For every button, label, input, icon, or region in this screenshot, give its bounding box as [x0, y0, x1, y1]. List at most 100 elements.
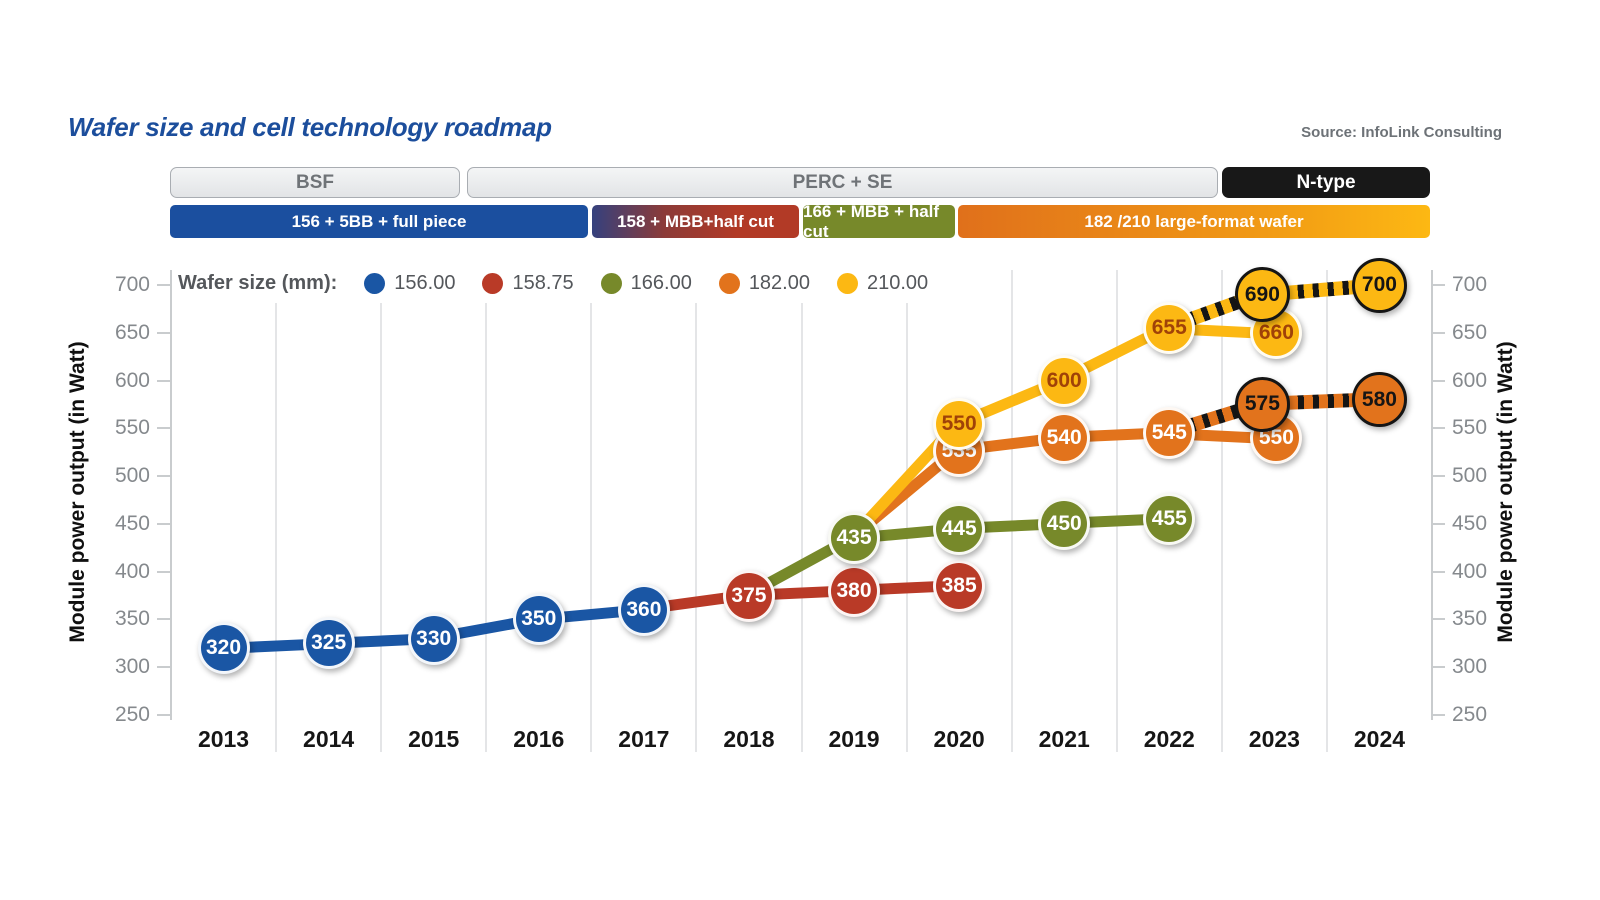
gridline — [485, 270, 488, 752]
x-axis-year-label: 2021 — [1038, 726, 1090, 752]
x-axis-year-label: 2023 — [1248, 726, 1300, 752]
y-tick-label-left: 500 — [114, 464, 150, 488]
legend-item-label: 182.00 — [748, 271, 810, 294]
x-axis-year-label: 2016 — [513, 726, 565, 752]
data-point-158.75-2019: 380 — [828, 564, 881, 617]
legend-title: Wafer size (mm): — [178, 271, 338, 294]
legend-color-dot-icon — [364, 272, 386, 294]
y-tick-left — [157, 570, 170, 573]
y-tick-label-right: 450 — [1452, 511, 1488, 535]
x-axis-year-label: 2020 — [933, 726, 985, 752]
x-axis-year-label: 2015 — [408, 726, 460, 752]
y-tick-label-left: 600 — [114, 368, 150, 392]
y-tick-right — [1432, 522, 1445, 525]
y-tick-label-right: 500 — [1452, 464, 1488, 488]
x-axis-year-label: 2013 — [197, 726, 250, 752]
y-tick-label-right: 250 — [1452, 703, 1488, 726]
legend-color-dot-icon — [718, 272, 740, 294]
data-point-210.00-2020: 550 — [933, 398, 986, 451]
gridline — [1220, 270, 1223, 752]
data-point-156.00-2013: 320 — [197, 622, 250, 675]
y-axis-line-right — [1431, 270, 1433, 720]
era-bar-perc-se: PERC + SE — [467, 167, 1218, 198]
y-tick-label-left: 300 — [114, 655, 150, 679]
x-axis-year-label: 2018 — [723, 726, 775, 752]
y-axis-line-left — [170, 270, 172, 720]
y-tick-right — [1432, 427, 1445, 430]
y-tick-left — [157, 379, 170, 382]
gridline — [590, 270, 593, 752]
gridline — [905, 270, 908, 752]
y-tick-left — [157, 475, 170, 478]
x-axis-year-label: 2014 — [303, 726, 355, 752]
y-tick-left — [157, 284, 170, 286]
y-tick-left — [157, 618, 170, 621]
y-tick-label-left: 450 — [114, 511, 150, 535]
gridline — [1010, 270, 1013, 752]
data-point-166.00-2022: 455 — [1143, 493, 1196, 546]
y-tick-label-left: 550 — [114, 416, 150, 440]
y-tick-label-right: 600 — [1452, 368, 1488, 392]
wafer-tech-bar-3: 182 /210 large-format wafer — [958, 205, 1430, 238]
gridline — [380, 270, 383, 752]
y-tick-label-right: 400 — [1452, 559, 1488, 583]
data-point-182.00-2021: 540 — [1038, 411, 1091, 464]
gridline — [1325, 270, 1328, 752]
y-tick-right — [1432, 331, 1445, 334]
y-tick-right — [1432, 714, 1445, 716]
wafer-tech-bar-1: 158 + MBB+half cut — [592, 205, 799, 238]
data-point-210.00-2024-forecast: 700 — [1351, 257, 1407, 313]
legend-item-label: 210.00 — [866, 271, 929, 294]
y-tick-label-left: 350 — [114, 607, 150, 631]
x-axis-year-label: 2024 — [1353, 726, 1406, 752]
gridline — [275, 270, 278, 752]
y-tick-right — [1432, 618, 1445, 621]
wafer-tech-bar-2: 166 + MBB + half cut — [803, 202, 955, 241]
x-axis-year-label: 2017 — [618, 726, 670, 752]
y-tick-label-right: 700 — [1452, 273, 1488, 296]
y-tick-label-left: 700 — [114, 273, 150, 296]
legend-item-158.75: 158.75 — [482, 271, 574, 295]
data-point-158.75-2020: 385 — [933, 560, 986, 612]
y-tick-left — [157, 666, 170, 669]
data-point-166.00-2019: 435 — [828, 512, 881, 565]
legend: Wafer size (mm): 156.00 158.75 166.00 182.0… — [176, 263, 943, 303]
gridline — [695, 270, 698, 752]
y-tick-label-right: 650 — [1452, 320, 1488, 344]
data-point-210.00-2023-forecast: 690 — [1234, 267, 1290, 323]
y-tick-left — [157, 714, 170, 716]
legend-item-label: 158.75 — [512, 271, 574, 294]
data-point-156.00-2014: 325 — [302, 617, 355, 670]
y-tick-label-left: 250 — [114, 703, 150, 726]
legend-color-dot-icon — [482, 272, 504, 294]
data-point-156.00-2017: 360 — [617, 583, 670, 636]
page-title: Wafer size and cell technology roadmap — [68, 112, 552, 142]
x-axis-year-label: 2022 — [1143, 726, 1195, 752]
data-point-156.00-2015: 330 — [407, 612, 460, 665]
gridline — [1115, 270, 1118, 752]
legend-item-label: 166.00 — [630, 271, 692, 294]
data-point-166.00-2021: 450 — [1038, 497, 1091, 550]
era-bar-bsf: BSF — [170, 167, 460, 198]
y-tick-right — [1432, 570, 1445, 573]
y-tick-label-right: 300 — [1452, 655, 1488, 679]
era-bar-n-type: N-type — [1222, 167, 1430, 198]
legend-item-182.00: 182.00 — [718, 271, 810, 295]
legend-item-label: 156.00 — [394, 271, 456, 294]
data-point-158.75-2018: 375 — [722, 569, 775, 622]
data-point-166.00-2020: 445 — [933, 502, 986, 555]
y-tick-left — [157, 427, 170, 430]
y-tick-label-right: 550 — [1452, 416, 1488, 440]
legend-item-210.00: 210.00 — [836, 271, 929, 295]
data-point-156.00-2016: 350 — [512, 593, 565, 646]
y-axis-title-left: Module power output (in Watt) — [66, 341, 89, 643]
data-point-210.00-2022: 655 — [1143, 302, 1196, 354]
gridline — [800, 270, 803, 752]
legend-color-dot-icon — [600, 272, 622, 294]
x-axis-year-label: 2019 — [828, 726, 880, 752]
data-point-182.00-2024-forecast: 580 — [1351, 372, 1407, 428]
y-tick-label-left: 650 — [114, 320, 150, 344]
data-point-182.00-2022: 545 — [1143, 407, 1196, 460]
y-tick-label-right: 350 — [1452, 607, 1488, 631]
